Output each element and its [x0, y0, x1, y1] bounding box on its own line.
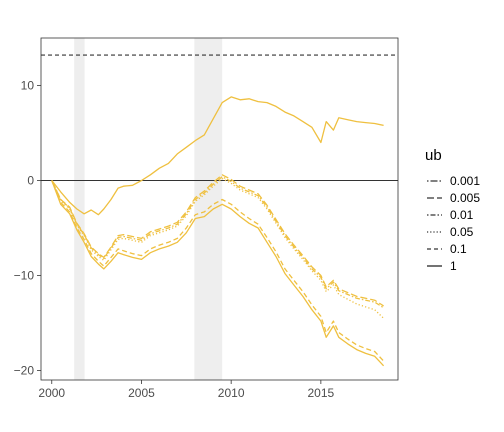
y-tick-label: −10: [14, 269, 35, 283]
y-tick-label: 0: [27, 174, 34, 188]
legend-label-0_05: 0.05: [450, 225, 474, 239]
legend-label-0_1: 0.1: [450, 242, 467, 256]
legend: ub 0.001 0.005 0.01 0.05 0.1 1: [425, 147, 480, 273]
x-tick-label: 2000: [38, 386, 65, 400]
series-line-0_005: [51, 174, 384, 307]
x-tick-label: 2015: [308, 386, 335, 400]
y-tick-label: 10: [21, 79, 35, 93]
axes: 2000 2005 2010 2015 −20 −10 0 10: [14, 79, 335, 401]
series-line-0_001: [51, 96, 384, 216]
legend-label-0_005: 0.005: [450, 191, 480, 205]
series-line-0_01: [51, 176, 384, 309]
series-line-0_05: [51, 177, 385, 319]
y-tick-label: −20: [14, 364, 35, 378]
series-line-1: [51, 180, 385, 367]
legend-label-1: 1: [450, 259, 457, 273]
x-tick-label: 2005: [128, 386, 155, 400]
series-line-0_1: [51, 180, 385, 362]
shaded-period-0: [74, 38, 85, 380]
plot-panel-border: [40, 37, 399, 381]
legend-label-0_01: 0.01: [450, 208, 474, 222]
series-lines: [51, 96, 385, 367]
x-tick-label: 2010: [218, 386, 245, 400]
legend-label-0_001: 0.001: [450, 174, 480, 188]
recession-shading: [74, 38, 223, 380]
legend-title: ub: [425, 147, 442, 164]
